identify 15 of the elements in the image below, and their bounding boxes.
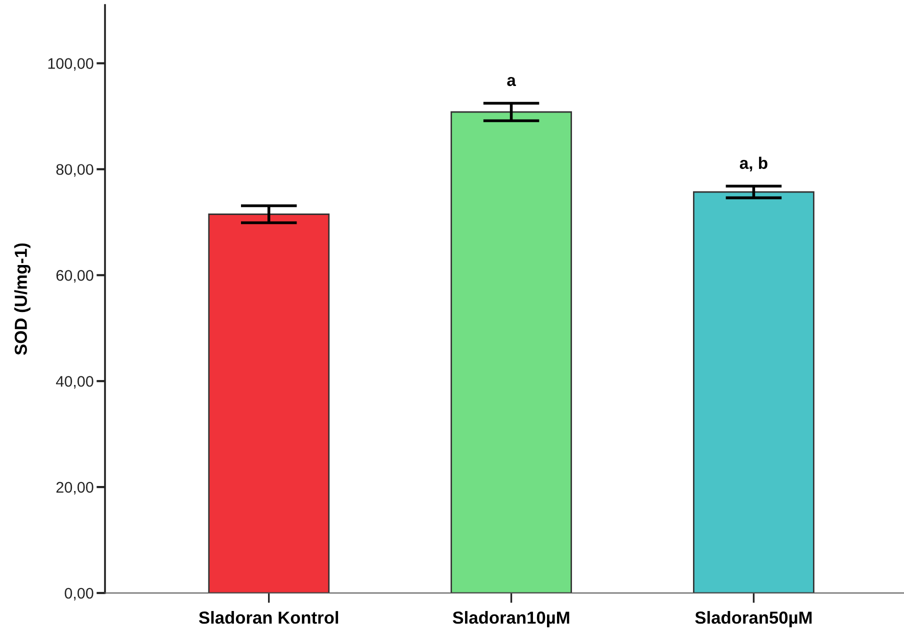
annotation: a <box>507 76 516 86</box>
y-axis-title: SOD (U/mg-1) <box>14 243 30 355</box>
y-tick-label: 60,00 <box>56 270 94 283</box>
y-tick-label: 80,00 <box>56 164 94 177</box>
annotation: a, b <box>740 156 768 172</box>
x-tick-label: Sladoran Kontrol <box>198 611 338 624</box>
y-tick-label: 100,00 <box>48 58 94 71</box>
bar <box>693 191 814 593</box>
x-tick-label: Sladoran10µM <box>452 611 570 628</box>
x-tick-label: Sladoran50µM <box>695 611 812 628</box>
y-tick-label: 0,00 <box>64 588 94 600</box>
bar <box>208 214 330 593</box>
y-tick-label: 40,00 <box>56 376 94 389</box>
y-tick-label: 20,00 <box>56 482 94 495</box>
bar <box>450 111 572 593</box>
